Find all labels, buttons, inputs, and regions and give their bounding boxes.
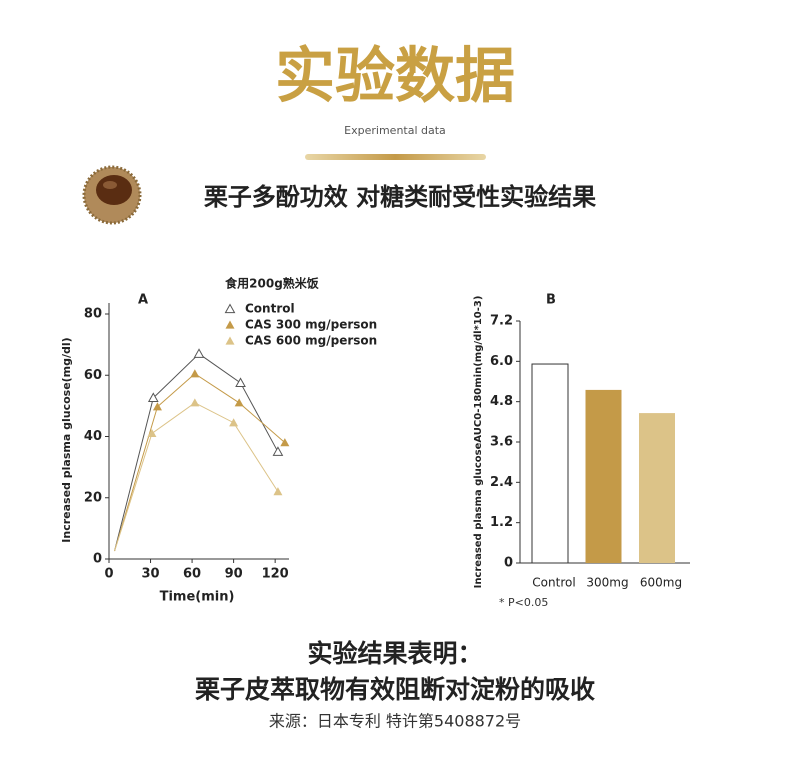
bar — [531, 363, 569, 564]
marker — [280, 438, 290, 447]
x-tick-label: Control — [532, 576, 575, 590]
section-title: 栗子多酚功效 对糖类耐受性实验结果 — [204, 183, 596, 211]
bar — [585, 389, 622, 563]
y-tick-label: 40 — [84, 429, 102, 444]
legend-marker — [224, 303, 236, 314]
x-tick-label: 120 — [262, 567, 289, 582]
y-axis-label: Increased plasma glucoseAUC0-180min(mg/d… — [473, 296, 484, 589]
charts: A 食用200g熟米饭 0 20 40 60 80 0 30 60 90 120 Time(min) In… — [60, 276, 690, 609]
y-tick-label: 0 — [93, 552, 102, 567]
marker — [190, 369, 200, 378]
x-tick-label: 60 — [183, 567, 201, 582]
conclusion-title: 实验结果表明： — [307, 639, 482, 668]
y-tick-label: 1.2 — [490, 515, 513, 530]
marker — [190, 398, 200, 407]
marker — [147, 392, 159, 403]
bar — [639, 413, 675, 563]
divider — [305, 154, 486, 160]
marker — [273, 487, 283, 496]
x-tick-label: 600mg — [640, 576, 682, 590]
x-tick-label: 30 — [141, 567, 159, 582]
y-tick-label: 0 — [504, 556, 513, 571]
conclusion-text: 栗子皮萃取物有效阻断对淀粉的吸收 — [195, 675, 595, 704]
page-title: 实验数据 — [275, 42, 515, 112]
marker — [272, 446, 284, 456]
x-tick-label: 0 — [104, 567, 113, 582]
y-tick-label: 3.6 — [490, 435, 513, 450]
legend-marker — [225, 320, 235, 329]
y-tick-label: 80 — [84, 307, 102, 322]
marker — [147, 428, 157, 438]
legend-label: CAS 600 mg/person — [245, 334, 377, 348]
chestnut-icon — [82, 165, 142, 225]
series-line — [114, 353, 279, 552]
y-tick-label: 7.2 — [490, 314, 513, 329]
marker — [235, 377, 246, 388]
y-tick-label: 20 — [84, 490, 102, 505]
y-tick-label: 6.0 — [490, 354, 513, 369]
y-tick-label: 60 — [84, 368, 102, 383]
note: * P<0.05 — [499, 596, 548, 609]
y-tick-label: 2.4 — [490, 475, 513, 490]
legend-label: Control — [245, 302, 295, 316]
chart-label: A — [138, 293, 148, 308]
legend-label: CAS 300 mg/person — [245, 318, 377, 332]
y-axis-label: Increased plasma glucose(mg/dl) — [60, 337, 73, 542]
marker — [229, 418, 239, 427]
x-axis-label: Time(min) — [160, 590, 235, 605]
page-subtitle: Experimental data — [344, 124, 446, 137]
chart-title: 食用200g熟米饭 — [224, 276, 319, 291]
series-line — [114, 402, 279, 552]
chart-label: B — [546, 293, 556, 308]
marker — [152, 402, 162, 411]
marker — [234, 398, 244, 407]
y-tick-label: 4.8 — [490, 394, 513, 409]
x-tick-label: 300mg — [586, 576, 628, 590]
legend-marker — [225, 336, 235, 345]
marker — [193, 348, 205, 358]
x-tick-label: 90 — [225, 567, 243, 582]
source: 来源：日本专利 特许第5408872号 — [269, 712, 521, 731]
